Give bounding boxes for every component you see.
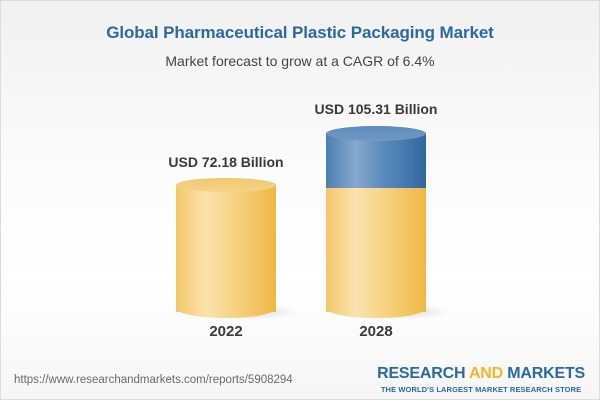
bar-2022	[176, 178, 276, 319]
chart-title: Global Pharmaceutical Plastic Packaging …	[106, 23, 494, 42]
bar-2022-body	[176, 185, 276, 312]
bar-2028-top	[326, 126, 426, 141]
bar-2028	[326, 126, 426, 319]
year-label-2028: 2028	[359, 323, 393, 340]
logo-wordmark: RESEARCH AND MARKETS	[377, 365, 585, 383]
bar-2028-bottom	[326, 298, 426, 318]
year-label-2022: 2022	[209, 323, 243, 340]
logo-word-markets: MARKETS	[503, 365, 585, 382]
chart-subtitle: Market forecast to grow at a CAGR of 6.4…	[165, 53, 435, 69]
bar-2022-top	[176, 178, 276, 192]
value-label-2028: USD 105.31 Billion	[314, 101, 438, 117]
brand-logo[interactable]: RESEARCH AND MARKETS THE WORLD'S LARGEST…	[377, 365, 585, 394]
source-url[interactable]: https://www.researchandmarkets.com/repor…	[14, 374, 293, 386]
value-label-2022: USD 72.18 Billion	[168, 154, 284, 170]
logo-word-and: AND	[468, 365, 504, 382]
bar-2022-bottom	[176, 298, 276, 318]
logo-tagline: THE WORLD'S LARGEST MARKET RESEARCH STOR…	[380, 385, 582, 394]
logo-word-research: RESEARCH	[377, 365, 469, 382]
bar-2028-base-segment	[326, 188, 426, 312]
bar-2028-growth-segment	[326, 133, 426, 188]
